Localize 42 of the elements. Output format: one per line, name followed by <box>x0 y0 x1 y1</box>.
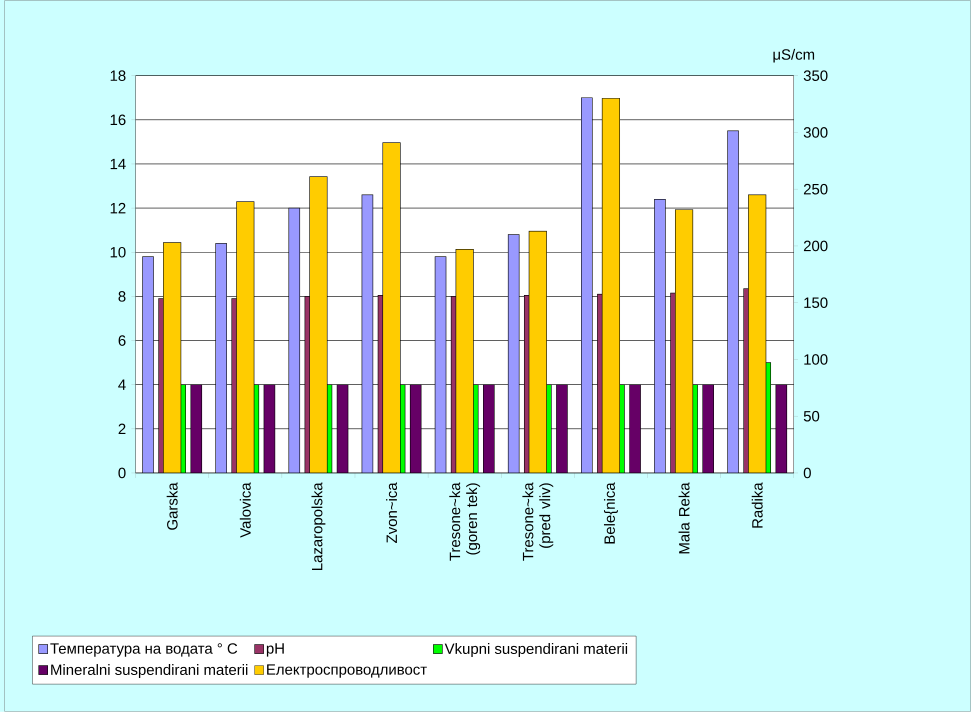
y-tick-label: 12 <box>110 202 126 214</box>
bar <box>727 130 739 473</box>
x-tick-label: Lazaropolska <box>311 482 326 570</box>
bar <box>215 243 227 473</box>
y-tick-label: 0 <box>118 468 126 478</box>
x-tick-label: Valovica <box>240 482 251 538</box>
bar <box>142 256 154 473</box>
y-tick-label: 8 <box>118 291 126 302</box>
y2-tick-label: 250 <box>804 184 828 194</box>
y-tick-label: 2 <box>118 424 126 434</box>
y-tick-label: 18 <box>110 70 126 81</box>
legend-label: Mineralni suspendirani materii <box>51 664 248 678</box>
legend-label: pH <box>266 643 284 657</box>
x-tick-label: Radika <box>752 482 763 528</box>
y2-tick-label: 0 <box>804 468 811 478</box>
x-tick-label: Garska <box>166 482 178 530</box>
y-tick-label: 4 <box>118 380 126 390</box>
legend-label: Температура на водата ° C <box>50 643 238 657</box>
y2-tick-label: 300 <box>804 127 828 138</box>
y2-tick-label: 50 <box>804 410 820 422</box>
bar <box>508 234 520 473</box>
bar <box>434 256 446 473</box>
bar <box>581 97 593 473</box>
legend-label: Vkupni suspendirani materii <box>444 643 628 657</box>
x-tick-label: Zvon~ica <box>386 482 398 543</box>
bar <box>362 194 374 473</box>
y-tick-label: 6 <box>118 335 126 346</box>
x-tick-label: Tresone~ka (pred vliv) <box>522 482 554 561</box>
x-tick-label: Bele{nica <box>604 482 618 544</box>
x-tick-label: Tresone~ka (goren tek) <box>449 482 480 561</box>
x-tick-label: Mala Reka <box>678 482 690 554</box>
y2-tick-label: 350 <box>804 70 828 81</box>
y2-tick-label: 150 <box>804 297 828 308</box>
y2-tick-label: 200 <box>804 240 828 252</box>
bar <box>288 208 300 473</box>
bar <box>654 199 666 473</box>
y2-tick-label: 100 <box>804 354 828 365</box>
y-tick-label: 16 <box>110 114 126 126</box>
y-tick-label: 10 <box>110 246 126 258</box>
y2-axis-title: μS/cm <box>773 48 814 63</box>
legend-label: Електроспроводливост <box>267 664 427 678</box>
y-tick-label: 14 <box>110 158 126 170</box>
